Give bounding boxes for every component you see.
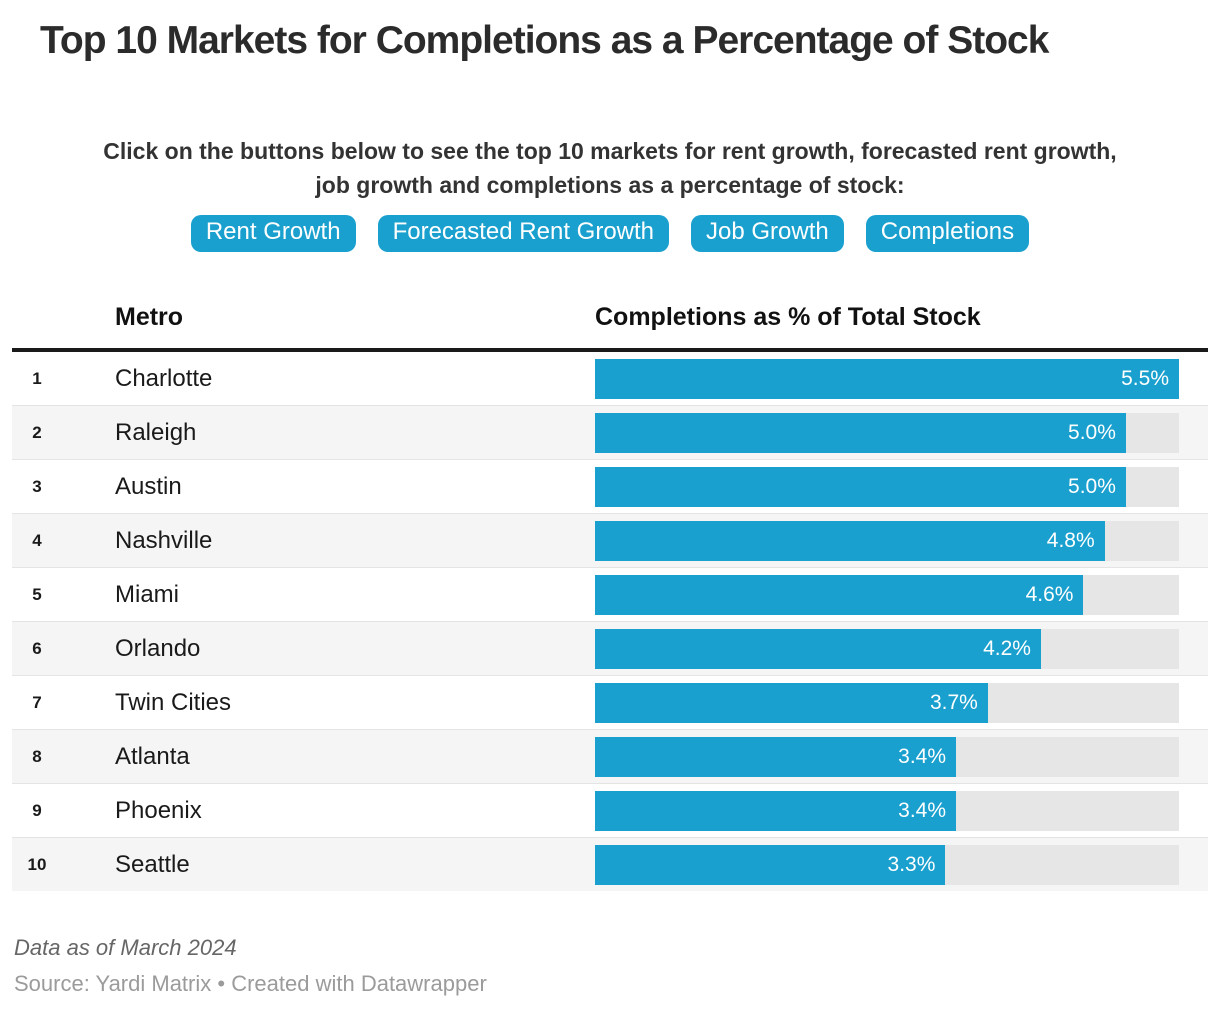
table-row: 10 Seattle 3.3% [12,837,1208,891]
rank-cell: 2 [32,422,42,442]
job-growth-button[interactable]: Job Growth [691,215,844,252]
description-line-1: Click on the buttons below to see the to… [103,138,1117,164]
rank-cell: 3 [32,476,42,496]
rent-growth-button[interactable]: Rent Growth [190,215,356,252]
bar-fill: 3.7% [595,682,988,723]
description-line-2: job growth and completions as a percenta… [315,172,905,198]
bar-value-label: 3.4% [898,744,947,768]
bar-track: 5.5% [595,358,1179,399]
source-text: Source: Yardi Matrix [14,971,212,996]
data-note: Data as of March 2024 [14,935,237,960]
completions-button[interactable]: Completions [865,215,1030,252]
bar-track: 5.0% [595,466,1179,507]
bar-fill: 3.4% [595,790,957,831]
table-row: 7 Twin Cities 3.7% [12,675,1208,729]
datawrapper-credit-link[interactable]: Created with Datawrapper [231,971,487,996]
bar-value-label: 3.7% [929,690,978,714]
bar-track: 5.0% [595,412,1179,453]
bar-track: 4.6% [595,574,1179,615]
bar-value-label: 5.5% [1121,366,1169,390]
table-row: 4 Nashville 4.8% [12,513,1208,567]
table-row: 9 Phoenix 3.4% [12,783,1208,837]
table-row: 2 Raleigh 5.0% [12,405,1208,459]
metro-cell: Raleigh [115,418,197,446]
metro-cell: Charlotte [115,364,213,392]
table-body: 1 Charlotte 5.5% 2 Raleigh 5.0% 3 Austin 5.0% 4 Na… [12,352,1208,891]
bar-value-label: 5.0% [1068,420,1116,444]
rank-cell: 8 [32,746,42,766]
bar-track: 4.2% [595,628,1179,669]
value-column-header: Completions as % of Total Stock [595,303,981,331]
metro-cell: Twin Cities [115,688,232,716]
rank-cell: 10 [27,854,47,874]
bar-value-label: 4.8% [1046,528,1095,552]
metro-cell: Austin [115,472,182,500]
metric-buttons: Rent Growth Forecasted Rent Growth Job G… [0,215,1220,252]
rank-cell: 9 [32,800,42,820]
source-separator: • [211,971,232,996]
bar-track: 3.4% [595,790,1179,831]
page-title: Top 10 Markets for Completions as a Perc… [40,19,1049,62]
table-row: 5 Miami 4.6% [12,567,1208,621]
bar-track: 3.7% [595,682,1179,723]
bar-fill: 3.3% [595,844,946,885]
metro-cell: Phoenix [115,796,202,824]
bar-fill: 3.4% [595,736,957,777]
metro-cell: Seattle [115,850,190,878]
rank-cell: 6 [32,638,42,658]
metro-cell: Miami [115,580,179,608]
bar-fill: 5.0% [595,412,1126,453]
bar-fill: 5.0% [595,466,1126,507]
table-row: 1 Charlotte 5.5% [12,352,1208,405]
rank-cell: 7 [32,692,42,712]
rank-cell: 4 [32,530,42,550]
bar-value-label: 4.2% [983,636,1031,660]
rank-cell: 5 [32,584,42,604]
metro-cell: Orlando [115,634,201,662]
bar-track: 3.3% [595,844,1179,885]
metro-cell: Atlanta [115,742,190,770]
forecasted-rent-growth-button[interactable]: Forecasted Rent Growth [377,215,670,252]
completions-table: Metro Completions as % of Total Stock 1 C… [12,302,1208,891]
bar-track: 4.8% [595,520,1179,561]
bar-value-label: 4.6% [1025,582,1074,606]
bar-fill: 4.8% [595,520,1105,561]
source-line: Source: Yardi Matrix • Created with Data… [14,971,1220,997]
table-row: 8 Atlanta 3.4% [12,729,1208,783]
bar-track: 3.4% [595,736,1179,777]
bar-fill: 4.6% [595,574,1084,615]
table-header-row: Metro Completions as % of Total Stock [12,302,1208,352]
chart-description: Click on the buttons below to see the to… [0,134,1220,202]
bar-fill: 5.5% [595,358,1179,399]
bar-value-label: 5.0% [1068,474,1116,498]
bar-value-label: 3.3% [887,852,936,876]
table-row: 6 Orlando 4.2% [12,621,1208,675]
metro-cell: Nashville [115,526,213,554]
table-row: 3 Austin 5.0% [12,459,1208,513]
rank-cell: 1 [32,368,42,388]
bar-value-label: 3.4% [898,798,947,822]
metro-column-header: Metro [115,303,184,331]
bar-fill: 4.2% [595,628,1041,669]
